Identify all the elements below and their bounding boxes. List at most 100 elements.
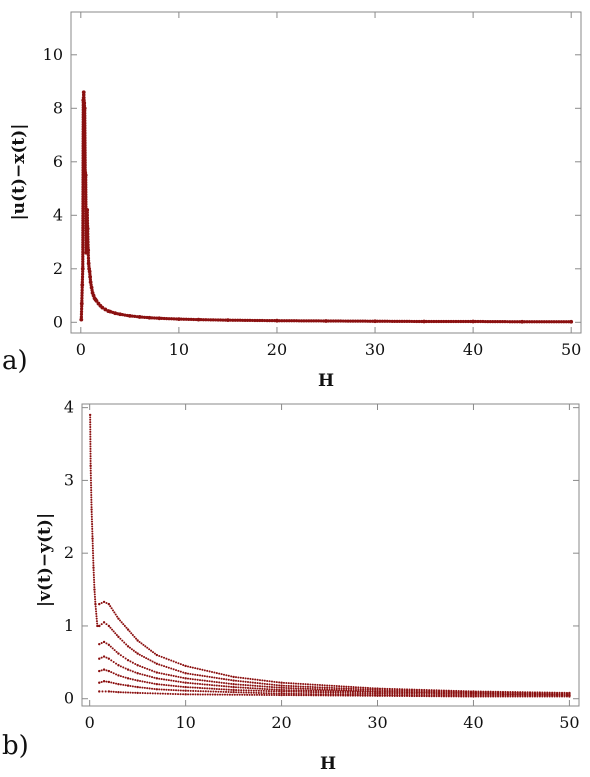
data-point-interp [218,684,221,687]
data-point [107,690,111,693]
data-point-interp [134,691,137,694]
data-point-interp [554,320,559,324]
data-point-interp [189,666,192,669]
data-point-interp [335,687,338,690]
data-point-interp [141,673,144,676]
data-point-interp [191,682,194,685]
data-point [102,668,106,671]
data-point-interp [267,318,272,323]
data-point-interp [115,673,118,676]
data-point-interp [356,694,359,697]
data-point-interp [487,695,490,698]
data-point-interp [357,686,360,689]
data-point [280,684,283,687]
data-point-interp [391,692,394,695]
data-point-interp [312,319,316,323]
data-point-interp [146,646,149,649]
data-point [107,602,111,606]
data-point-interp [131,685,134,688]
data-point-interp [254,678,257,681]
data-point-interp [160,664,163,667]
data-point-interp [250,691,253,694]
data-point [568,695,571,698]
data-point-interp [311,687,314,691]
data-point-interp [81,238,85,242]
data-point-interp [307,689,310,692]
data-point-interp [86,259,91,263]
data-point-interp [80,296,84,300]
data-point-interp [191,693,195,696]
data-point-interp [213,671,216,674]
data-point-interp [349,690,352,693]
data-point [126,628,130,631]
data-point-interp [342,694,345,697]
data-point-interp [119,654,122,657]
data-point-interp [337,690,340,693]
data-point-interp [172,668,175,671]
data-point-interp [282,684,285,687]
data-point-interp [408,692,411,695]
data-point-interp [146,681,149,684]
data-point-interp [285,684,288,687]
data-point-interp [82,98,86,102]
data-point-interp [81,257,85,261]
data-point-interp [352,687,355,690]
data-point-interp [361,319,365,323]
data-point-interp [420,695,423,698]
data-point-interp [81,185,85,189]
data-point-interp [196,686,199,689]
data-point [102,655,106,658]
data-point-interp [134,671,137,674]
data-point-interp [565,695,568,698]
data-point-interp [80,288,84,292]
data-point-interp [328,688,331,691]
data-point-interp [112,660,115,663]
data-point-interp [371,691,374,694]
data-point-interp [451,319,456,324]
data-point-interp [352,686,355,689]
data-point-interp [189,686,192,689]
data-point-interp [88,272,92,276]
data-point-interp [378,689,381,692]
data-point [136,691,139,695]
data-point-interp [268,693,271,697]
data-point-interp [170,674,173,677]
data-point-interp [316,686,319,689]
data-point-interp [357,688,360,691]
data-point-interp [249,684,252,687]
data-point-interp [104,690,107,693]
data-point-interp [222,678,226,681]
data-point-interp [270,683,273,686]
data-point [107,657,111,660]
data-point-interp [290,319,294,323]
data-point-interp [249,677,252,680]
data-point-interp [519,695,522,698]
data-point-interp [122,655,125,658]
data-point-interp [323,684,326,687]
data-point-interp [167,317,171,321]
data-point-interp [340,687,343,690]
data-point-interp [100,623,103,626]
data-point-interp [445,695,448,698]
data-point-interp [375,319,380,323]
data-point-interp [146,674,149,677]
data-point-interp [122,683,125,686]
data-point-interp [273,694,276,697]
data-point-interp [242,683,245,686]
data-point-interp [213,684,216,687]
data-point-interp [172,679,175,682]
data-point-interp [318,684,321,687]
data-point-interp [206,679,209,682]
data-point-interp [302,690,305,693]
data-point-interp [140,642,143,645]
data-point-interp [489,695,492,698]
data-point-interp [83,161,87,165]
data-point-interp [383,692,386,695]
data-point-interp [85,221,90,225]
data-point-interp [89,450,92,453]
data-point-interp [310,689,313,692]
data-point-interp [318,688,321,691]
data-point-interp [163,672,166,676]
data-point-interp [273,680,276,683]
